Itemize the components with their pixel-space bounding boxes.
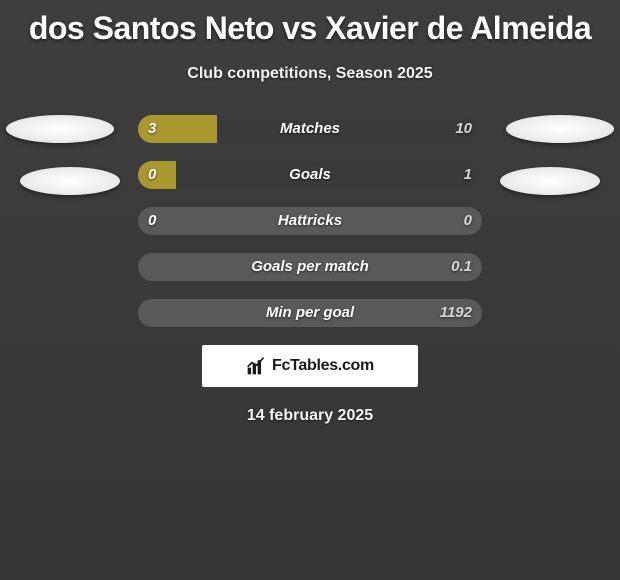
stats-arena: Matches310Goals01Hattricks00Goals per ma…	[0, 115, 620, 327]
stat-row: Min per goal1192	[138, 299, 482, 327]
stat-value-right: 1192	[440, 299, 472, 327]
page-title: dos Santos Neto vs Xavier de Almeida	[0, 0, 620, 47]
player-right-ellipse-1	[506, 115, 614, 143]
stat-value-right: 10	[455, 115, 472, 143]
stat-value-left: 0	[148, 207, 156, 235]
stat-value-left: 3	[148, 115, 156, 143]
stat-value-right: 1	[464, 161, 472, 189]
stat-value-right: 0	[464, 207, 472, 235]
stat-row: Goals0 1	[138, 161, 482, 189]
stat-label: Hattricks	[138, 207, 482, 235]
player-left-ellipse-1	[6, 115, 114, 143]
date-label: 14 february 2025	[0, 407, 620, 425]
stat-row: Goals per match0.1	[138, 253, 482, 281]
player-left-ellipse-2	[20, 167, 120, 195]
stat-label: Matches	[138, 115, 482, 143]
stat-label: Goals per match	[138, 253, 482, 281]
stat-label: Goals	[138, 161, 482, 189]
player-right-ellipse-2	[500, 167, 600, 195]
barchart-icon	[246, 356, 266, 376]
stats-bars-container: Matches310Goals01Hattricks00Goals per ma…	[0, 115, 620, 327]
logo-text: FcTables.com	[272, 357, 374, 375]
stat-row: Matches3 10	[138, 115, 482, 143]
stat-value-left: 0	[148, 161, 156, 189]
stat-label: Min per goal	[138, 299, 482, 327]
stat-row: Hattricks0 0	[138, 207, 482, 235]
fctables-logo: FcTables.com	[202, 345, 418, 387]
subtitle: Club competitions, Season 2025	[0, 65, 620, 83]
stat-value-right: 0.1	[451, 253, 472, 281]
